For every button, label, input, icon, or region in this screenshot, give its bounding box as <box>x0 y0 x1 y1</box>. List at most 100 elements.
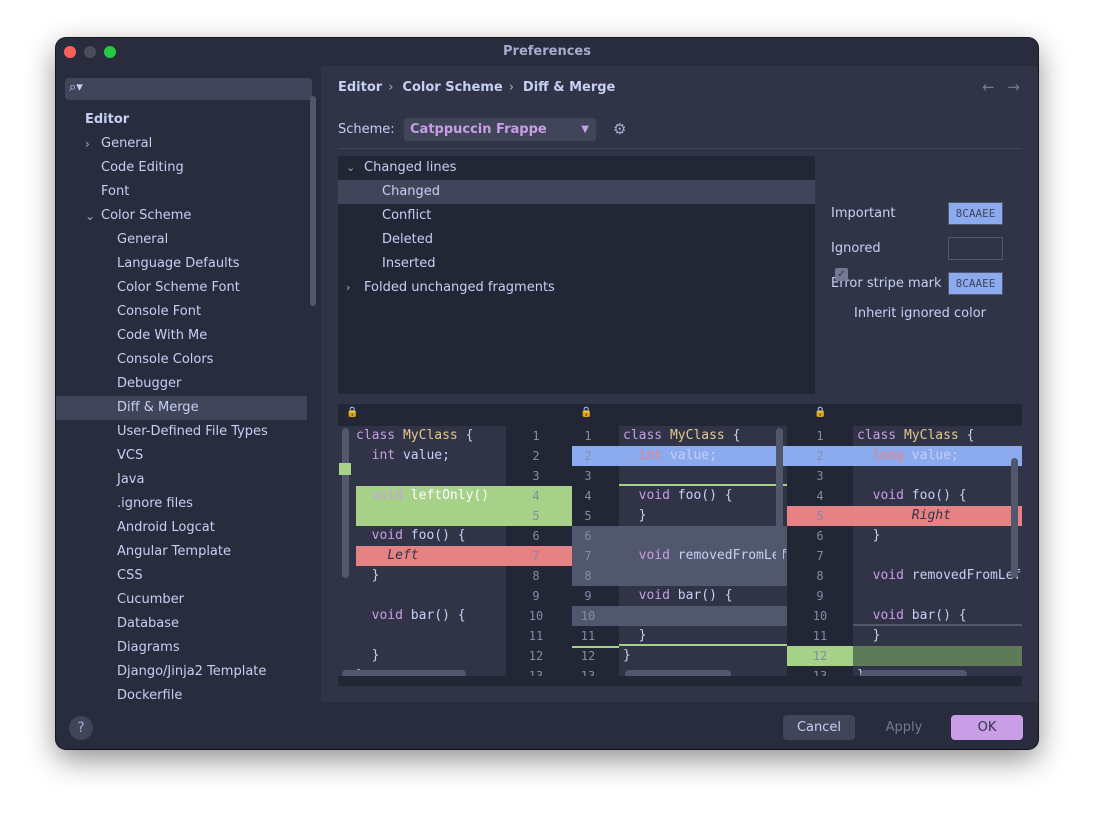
title-bar: Preferences <box>56 38 1038 66</box>
line-number: 4 <box>532 489 540 503</box>
sidebar-item[interactable]: Code Editing <box>56 156 307 180</box>
sidebar-item[interactable]: Console Colors <box>56 348 307 372</box>
line-number: 8 <box>816 569 824 583</box>
middle-pane[interactable]: class MyClass { int value; void foo() { … <box>619 426 787 676</box>
sidebar-item-label: Color Scheme <box>101 208 192 223</box>
help-button[interactable]: ? <box>69 716 93 740</box>
sidebar-item[interactable]: Language Defaults <box>56 252 307 276</box>
zoom-window-button[interactable] <box>104 46 116 58</box>
sidebar-item-label: Java <box>117 472 145 487</box>
code-line: class MyClass { <box>623 428 741 443</box>
navigation-arrows: ← → <box>982 78 1020 96</box>
line-number: 10 <box>528 609 544 623</box>
inherit-ignored-checkbox[interactable]: ✓ <box>835 268 848 281</box>
code-line: } <box>623 648 631 663</box>
line-number: 11 <box>812 629 828 643</box>
chevron-right-icon[interactable]: › <box>85 137 90 151</box>
sidebar-item[interactable]: › General <box>56 132 307 156</box>
apply-button[interactable]: Apply <box>885 720 923 735</box>
sidebar-scrollbar[interactable] <box>310 96 316 306</box>
scheme-dropdown[interactable]: Catppuccin Frappe ▼ <box>404 118 596 141</box>
option-tree-item[interactable]: Deleted <box>338 228 815 252</box>
preferences-window: Preferences ⌕▾ Editor › General Code Editin… <box>56 38 1038 749</box>
sidebar-item[interactable]: Color Scheme Font <box>56 276 307 300</box>
sidebar-item[interactable]: Code With Me <box>56 324 307 348</box>
sidebar-item[interactable]: Diff & Merge <box>56 396 307 420</box>
error-stripe-label: Error stripe mark <box>831 276 942 291</box>
settings-sidebar: ⌕▾ Editor › General Code Editing Font ⌄ Color … <box>56 66 321 702</box>
option-tree-item[interactable]: › Folded unchanged fragments <box>338 276 815 300</box>
breadcrumb-separator: › <box>508 80 514 95</box>
code-line: void foo() { <box>371 528 466 543</box>
sidebar-item[interactable]: Django/Jinja2 Template <box>56 660 307 684</box>
right-gutter: 1 2 3 4 5 6 7 8 9 10 11 12 13 <box>787 426 853 676</box>
sidebar-item-label: Code With Me <box>117 328 208 343</box>
sidebar-item[interactable]: Font <box>56 180 307 204</box>
option-tree-item[interactable]: ⌄ Changed lines <box>338 156 815 180</box>
sidebar-item-label: Diagrams <box>117 640 180 655</box>
line-number: 13 <box>812 669 828 676</box>
chevron-right-icon[interactable]: › <box>346 281 351 294</box>
chevron-down-icon[interactable]: ⌄ <box>346 161 356 174</box>
sidebar-item[interactable]: Dockerfile <box>56 684 307 702</box>
line-number: 7 <box>584 549 592 563</box>
option-tree-item[interactable]: Conflict <box>338 204 815 228</box>
code-line: void removedFromLeft <box>872 568 1022 583</box>
gear-icon[interactable]: ⚙ <box>613 120 627 138</box>
left-pane[interactable]: class MyClass { int value; void leftOnly… <box>338 426 506 676</box>
minimize-window-button[interactable] <box>84 46 96 58</box>
code-line: } <box>857 528 881 543</box>
chevron-down-icon[interactable]: ⌄ <box>85 209 96 223</box>
code-line: class MyClass { <box>356 428 474 443</box>
sidebar-item[interactable]: Java <box>56 468 307 492</box>
sidebar-item[interactable]: .ignore files <box>56 492 307 516</box>
line-number: 1 <box>816 429 824 443</box>
forward-arrow-icon[interactable]: → <box>1007 78 1020 96</box>
code-line: int value; <box>638 448 717 463</box>
error-stripe-color-swatch[interactable]: 8CAAEE <box>948 272 1003 295</box>
close-window-button[interactable] <box>64 46 76 58</box>
line-number: 3 <box>816 469 824 483</box>
sidebar-item-label: User-Defined File Types <box>117 424 268 439</box>
search-icon: ⌕▾ <box>69 80 83 95</box>
settings-search-input[interactable]: ⌕▾ <box>65 78 312 100</box>
line-number: 3 <box>584 469 592 483</box>
sidebar-item[interactable]: User-Defined File Types <box>56 420 307 444</box>
line-number: 13 <box>528 669 544 676</box>
sidebar-item[interactable]: Editor <box>56 108 307 132</box>
sidebar-item[interactable]: Cucumber <box>56 588 307 612</box>
important-color-swatch[interactable]: 8CAAEE <box>948 202 1003 225</box>
code-line: } <box>623 628 647 643</box>
sidebar-item[interactable]: Debugger <box>56 372 307 396</box>
sidebar-item-label: Console Colors <box>117 352 214 367</box>
option-tree-item[interactable]: Inserted <box>338 252 815 276</box>
line-number: 12 <box>580 649 596 663</box>
sidebar-item-label: Diff & Merge <box>117 400 199 415</box>
sidebar-item[interactable]: Console Font <box>56 300 307 324</box>
sidebar-item[interactable]: Android Logcat <box>56 516 307 540</box>
sidebar-item[interactable]: CSS <box>56 564 307 588</box>
cancel-button[interactable]: Cancel <box>783 715 855 740</box>
sidebar-item[interactable]: VCS <box>56 444 307 468</box>
breadcrumb-editor[interactable]: Editor <box>338 80 383 95</box>
option-tree-item[interactable]: Changed <box>338 180 815 204</box>
line-number: 10 <box>580 609 596 623</box>
ignored-color-swatch[interactable] <box>948 237 1003 260</box>
sidebar-item[interactable]: Diagrams <box>56 636 307 660</box>
code-line: void bar() { <box>872 608 967 623</box>
code-line: void bar() { <box>371 608 466 623</box>
breadcrumb-color-scheme[interactable]: Color Scheme <box>402 80 503 95</box>
back-arrow-icon[interactable]: ← <box>982 78 995 96</box>
line-number: 10 <box>812 609 828 623</box>
sidebar-item[interactable]: Angular Template <box>56 540 307 564</box>
line-number: 4 <box>816 489 824 503</box>
right-pane[interactable]: class MyClass { long value; void foo() {… <box>853 426 1022 676</box>
line-number: 6 <box>532 529 540 543</box>
sidebar-item[interactable]: General <box>56 228 307 252</box>
line-number: 11 <box>580 629 596 643</box>
ok-button[interactable]: OK <box>951 715 1023 740</box>
sidebar-item[interactable]: ⌄ Color Scheme <box>56 204 307 228</box>
sidebar-item[interactable]: Database <box>56 612 307 636</box>
line-number: 11 <box>528 629 544 643</box>
code-line: void foo() { <box>638 488 733 503</box>
